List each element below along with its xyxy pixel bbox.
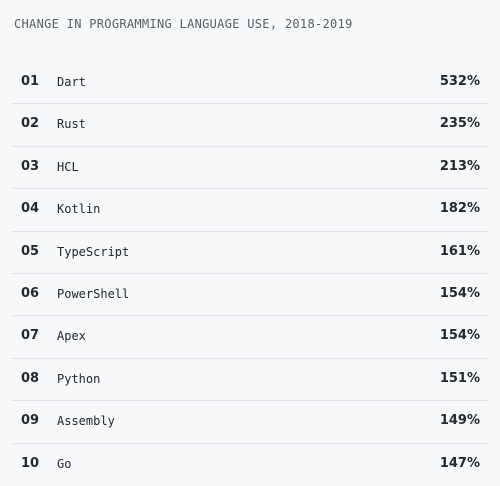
list-item: 02 Rust 235% <box>12 104 488 147</box>
list-item: 05 TypeScript 161% <box>12 232 488 274</box>
language-ranking-list: 01 Dart 532% 02 Rust 235% 03 HCL 213% 04… <box>12 62 488 486</box>
change-percent: 213% <box>439 158 480 174</box>
rank-number: 02 <box>21 116 40 132</box>
language-name: TypeScript <box>57 244 130 259</box>
list-item: 04 Kotlin 182% <box>12 189 488 232</box>
rank-number: 10 <box>21 455 40 471</box>
rank-number: 08 <box>21 370 40 386</box>
change-percent: 532% <box>439 74 480 89</box>
list-item: 09 Assembly 149% <box>12 401 488 444</box>
language-name: Assembly <box>57 414 115 429</box>
language-name: Apex <box>57 329 86 344</box>
change-percent: 161% <box>439 243 480 259</box>
language-name: Rust <box>57 117 86 132</box>
change-percent: 154% <box>439 328 480 344</box>
list-item: 03 HCL 213% <box>12 147 488 190</box>
rank-number: 01 <box>21 74 40 89</box>
language-name: Go <box>57 456 72 471</box>
rank-number: 05 <box>21 243 40 259</box>
list-item: 06 PowerShell 154% <box>12 274 488 317</box>
rank-number: 07 <box>21 328 40 344</box>
rank-number: 04 <box>21 201 40 217</box>
list-item: 07 Apex 154% <box>12 316 488 359</box>
change-percent: 149% <box>439 413 480 429</box>
change-percent: 235% <box>439 116 480 132</box>
change-percent: 154% <box>439 285 480 301</box>
language-name: PowerShell <box>57 286 130 301</box>
language-name: Python <box>57 371 101 386</box>
rank-number: 09 <box>21 413 40 429</box>
change-percent: 147% <box>439 455 480 471</box>
rank-number: 06 <box>21 285 40 301</box>
rank-number: 03 <box>21 158 40 174</box>
list-item: 10 Go 147% <box>12 444 488 486</box>
list-item: 08 Python 151% <box>12 359 488 402</box>
change-percent: 182% <box>439 201 480 217</box>
language-name: Dart <box>57 75 86 89</box>
change-percent: 151% <box>439 370 480 386</box>
page-title: CHANGE IN PROGRAMMING LANGUAGE USE, 2018… <box>14 17 353 31</box>
language-name: Kotlin <box>57 202 101 217</box>
language-name: HCL <box>57 159 79 174</box>
list-item: 01 Dart 532% <box>12 62 488 105</box>
